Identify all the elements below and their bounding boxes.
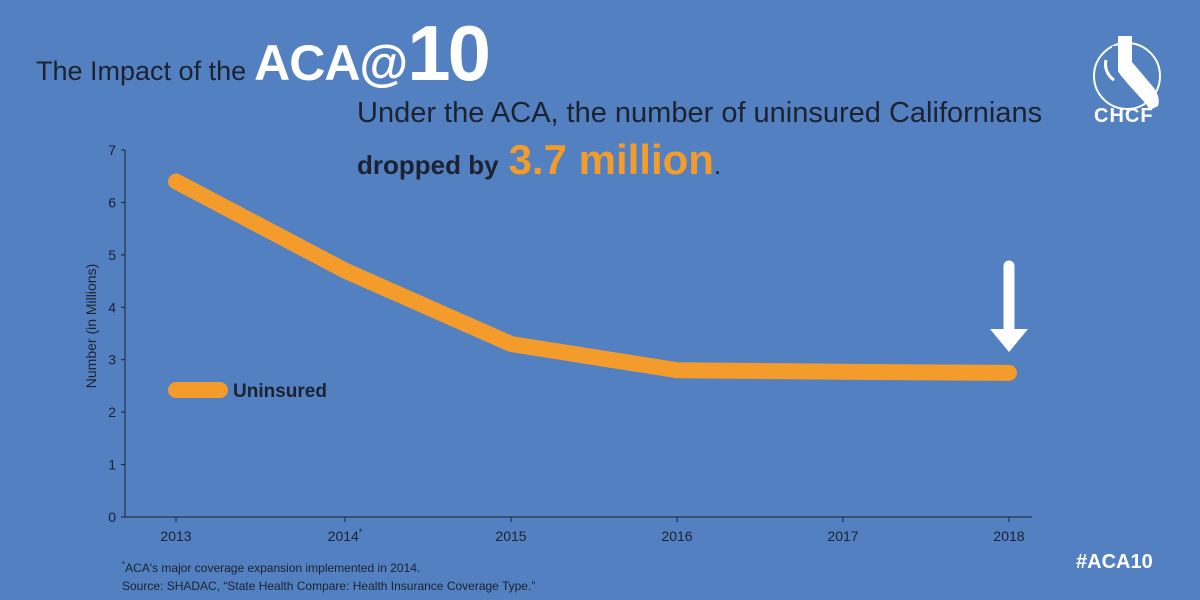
y-tick-label: 2 [108, 404, 116, 420]
x-tick-label: 2016 [661, 528, 692, 544]
y-tick-label: 7 [108, 142, 116, 158]
down-arrow-icon [990, 329, 1028, 352]
headline-amount: 3.7 million [508, 136, 714, 183]
y-tick-label: 6 [108, 194, 116, 210]
headline-dropped: dropped by [357, 150, 499, 180]
legend-label: Uninsured [233, 381, 327, 402]
series-line-uninsured [168, 173, 1017, 381]
chart-legend: Uninsured [168, 381, 327, 402]
footnotes: *ACA's major coverage expansion implemen… [122, 556, 535, 595]
chart-axes: Number (in Millions) [83, 150, 1032, 518]
chart-annotations [990, 260, 1028, 352]
title-number: 10 [407, 9, 491, 97]
y-tick-label: 3 [108, 352, 116, 368]
x-tick-label: 2018 [993, 528, 1024, 544]
y-axis-ticks: 0 1 2 3 4 5 6 7 [108, 142, 125, 525]
y-tick-label: 1 [108, 457, 116, 473]
headline-line2: dropped by 3.7 million . [357, 136, 721, 184]
y-axis-label: Number (in Millions) [83, 264, 99, 388]
x-tick-label: 2013 [160, 528, 191, 544]
hashtag: #ACA10 [1076, 551, 1153, 573]
footnote-mark: * [122, 560, 126, 569]
footnote-1: *ACA's major coverage expansion implemen… [122, 556, 535, 577]
california-profile-logo-icon [1093, 36, 1161, 110]
title-prefix: The Impact of the [36, 56, 247, 86]
y-tick-label: 0 [108, 509, 116, 525]
y-tick-label: 4 [108, 299, 116, 315]
chart-series [168, 173, 1017, 381]
x-tick-label: 2017 [827, 528, 858, 544]
headline-period: . [713, 150, 722, 180]
logo-text: CHCF [1094, 105, 1154, 127]
x-tick-label: 2014* [328, 527, 363, 544]
x-tick-mark-footnote: * [359, 527, 363, 537]
y-tick-label: 5 [108, 247, 116, 263]
headline-line1: Under the ACA, the number of uninsured C… [357, 97, 1043, 129]
footnote-2: Source: SHADAC, “State Health Compare: H… [122, 579, 536, 593]
x-tick-label: 2015 [495, 528, 526, 544]
footnote-1-text: ACA's major coverage expansion implement… [125, 561, 421, 575]
x-axis-ticks: 2013 2014* 2015 2016 2017 2018 [160, 517, 1025, 544]
title-brand: ACA@ [254, 35, 408, 91]
page-title: The Impact of the ACA@ 10 [36, 8, 491, 99]
